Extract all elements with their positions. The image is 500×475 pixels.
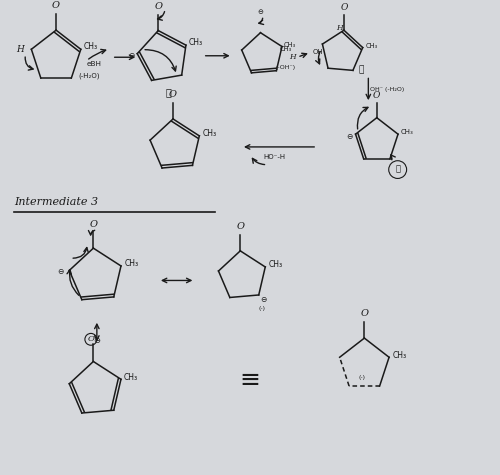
Text: O: O: [90, 219, 98, 228]
Text: CH₃: CH₃: [124, 259, 138, 268]
Text: (-OH⁻): (-OH⁻): [276, 65, 296, 70]
Text: HO⁻-H: HO⁻-H: [264, 154, 286, 160]
Text: O: O: [88, 335, 94, 343]
Text: eBH: eBH: [87, 61, 102, 67]
Text: (-): (-): [358, 375, 366, 380]
Text: (-H₂O): (-H₂O): [78, 72, 100, 79]
Text: ⊖: ⊖: [93, 336, 100, 345]
Text: ⊖: ⊖: [128, 51, 134, 60]
Text: CH₃: CH₃: [124, 373, 138, 382]
Text: H: H: [336, 24, 342, 32]
Text: ⊖: ⊖: [346, 132, 353, 141]
Text: ⊖: ⊖: [258, 9, 264, 15]
Text: CH₃: CH₃: [203, 129, 217, 138]
Text: Intermediate 3: Intermediate 3: [14, 197, 98, 207]
Text: CH₃: CH₃: [280, 46, 292, 52]
Text: H: H: [289, 53, 296, 61]
Text: O: O: [340, 3, 347, 12]
Text: ③: ③: [395, 166, 400, 173]
Text: ⊖: ⊖: [58, 267, 64, 276]
Text: (-): (-): [258, 306, 265, 311]
Text: ⊖: ⊖: [260, 295, 267, 304]
Text: ≡: ≡: [240, 368, 260, 392]
Text: ②: ②: [358, 65, 364, 74]
Text: O: O: [169, 90, 177, 99]
Text: O: O: [52, 1, 60, 10]
Text: CH₃: CH₃: [189, 38, 203, 47]
Text: CH₃: CH₃: [401, 129, 414, 135]
Text: ①: ①: [166, 88, 172, 97]
Text: O: O: [373, 91, 380, 100]
Text: OH⁻ (-H₂O): OH⁻ (-H₂O): [370, 87, 404, 92]
Text: CH₃: CH₃: [84, 42, 98, 51]
Text: CH₃: CH₃: [365, 43, 378, 48]
Text: CH₃: CH₃: [392, 351, 406, 360]
Text: O: O: [360, 309, 368, 318]
Text: CH₃: CH₃: [268, 260, 282, 269]
Text: CH₃: CH₃: [284, 42, 296, 48]
Text: H: H: [16, 45, 24, 54]
Text: OH: OH: [312, 49, 323, 55]
Text: O: O: [236, 222, 244, 231]
Text: O: O: [154, 2, 162, 11]
